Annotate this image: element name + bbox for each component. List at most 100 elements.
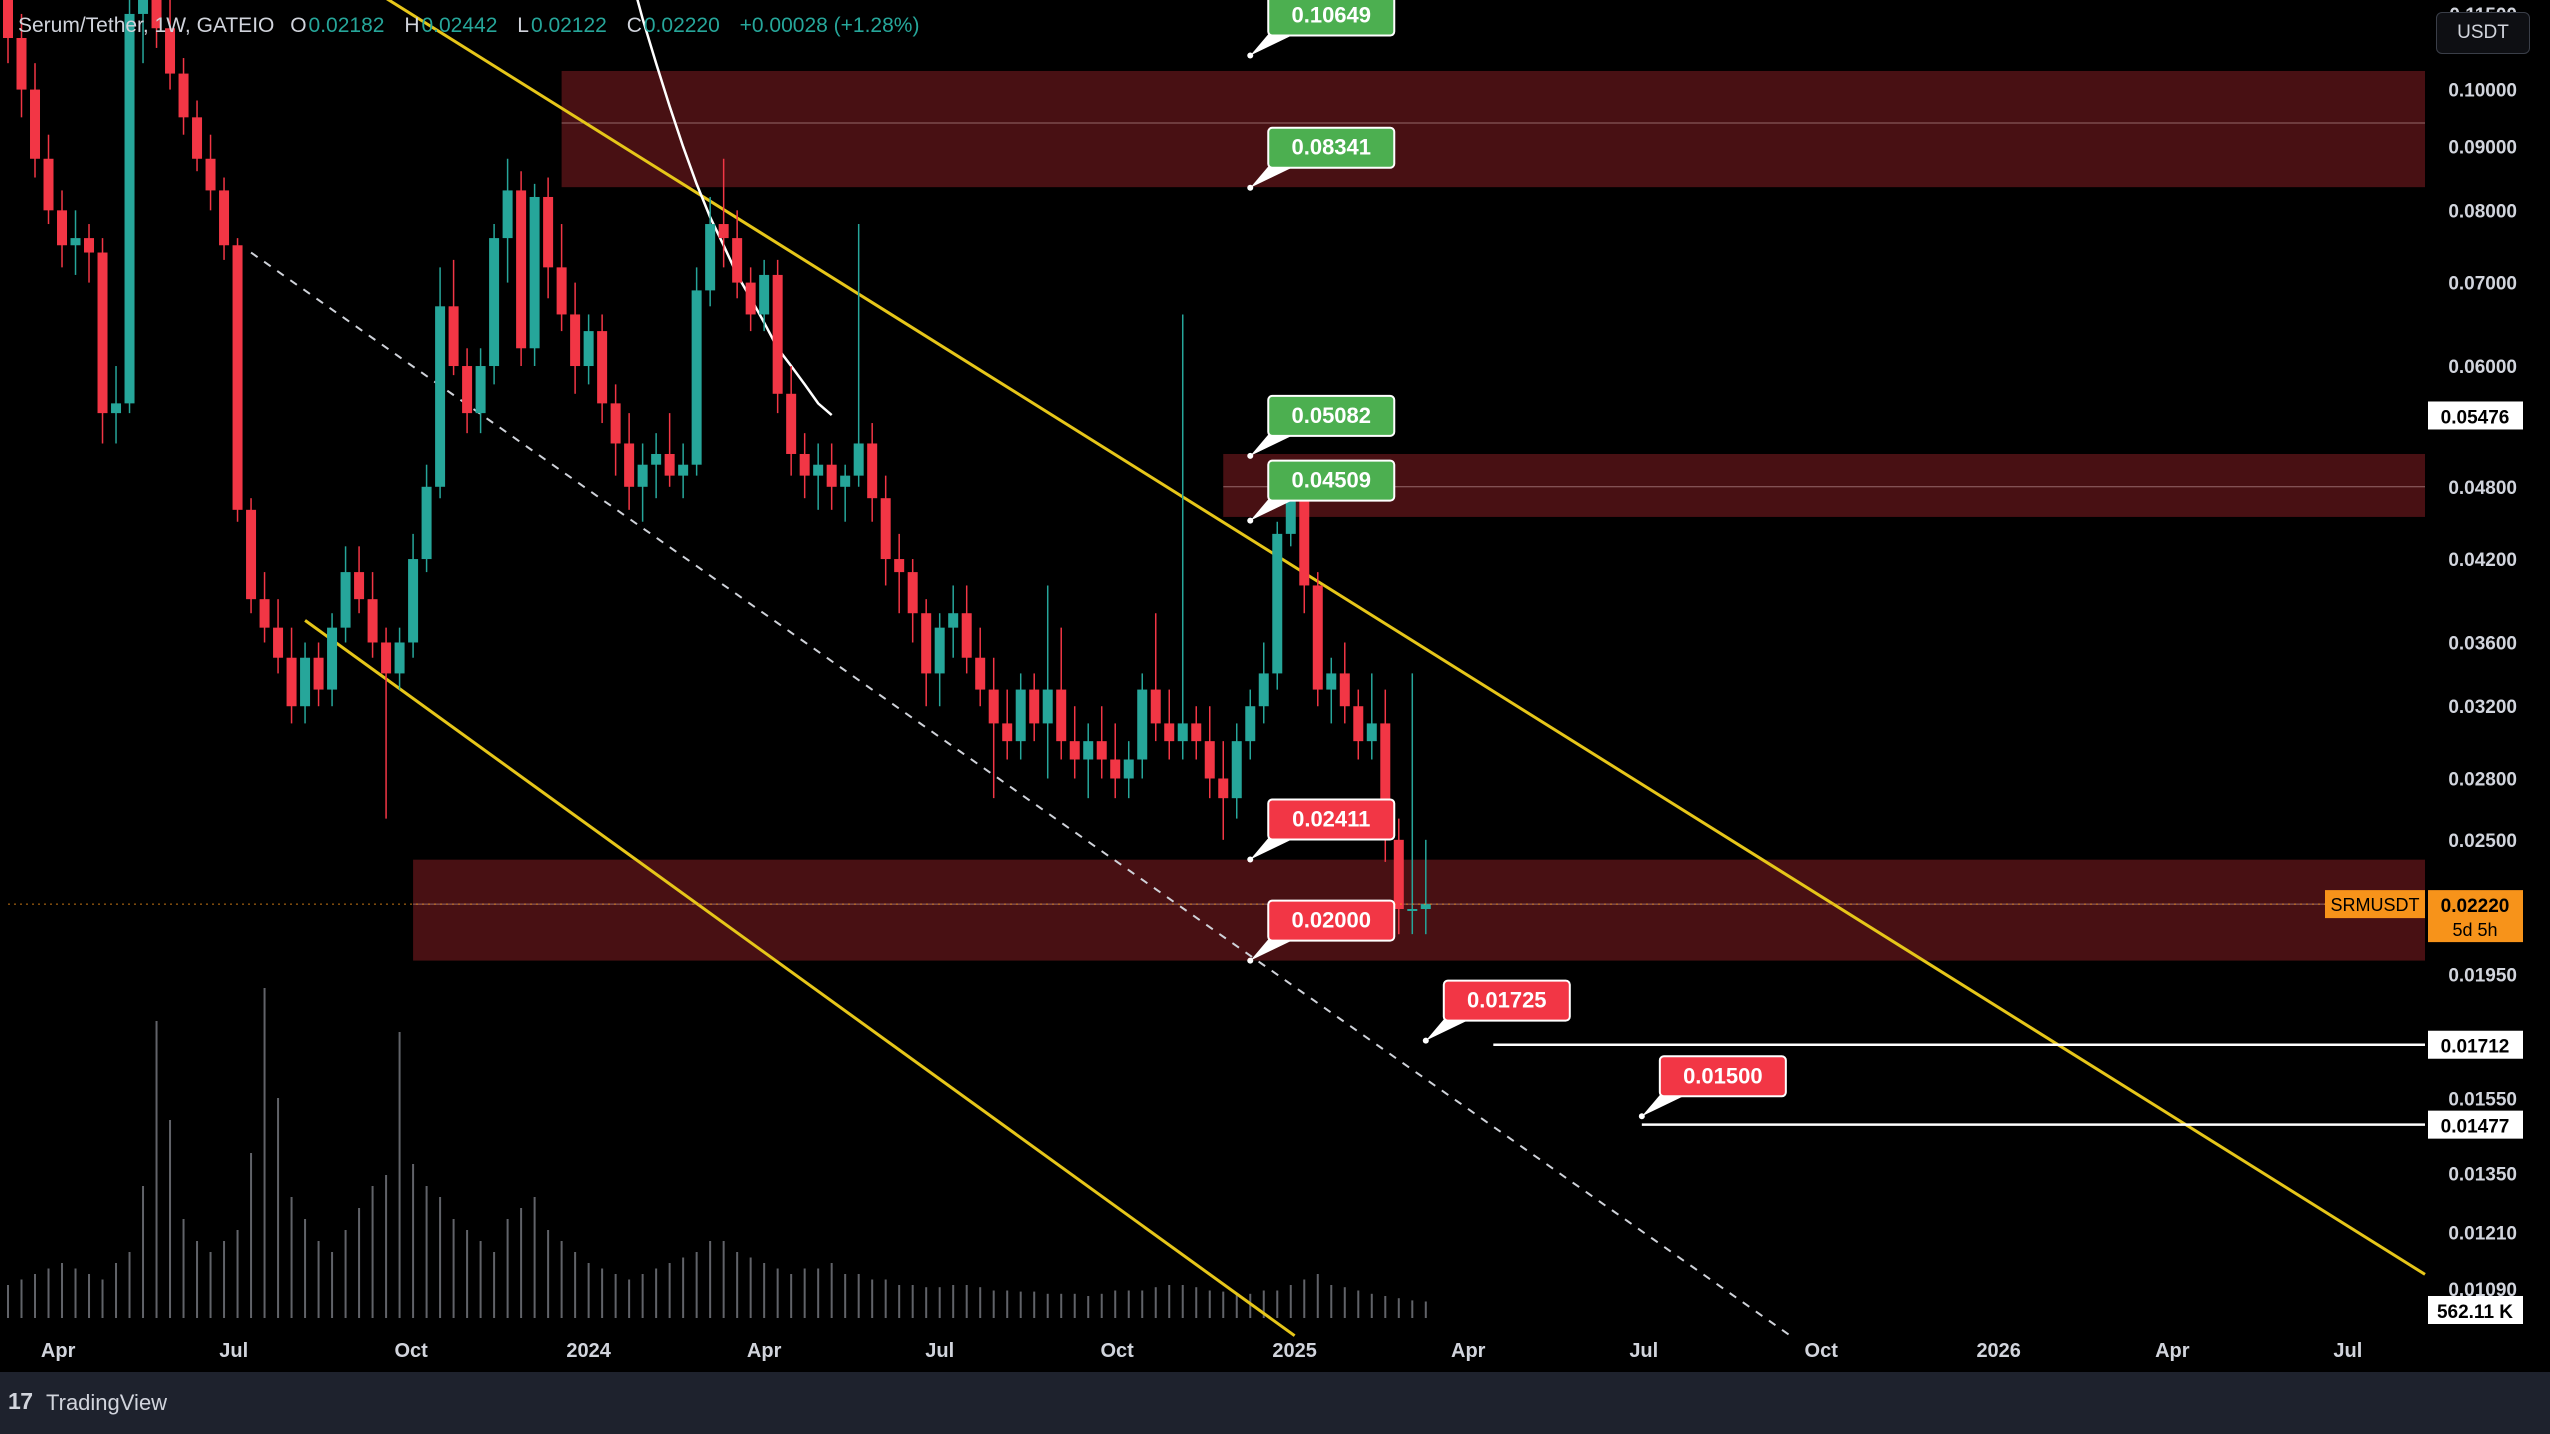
candle[interactable] xyxy=(313,642,324,707)
candle[interactable] xyxy=(1393,818,1404,935)
candle[interactable] xyxy=(745,267,756,332)
candle[interactable] xyxy=(1339,642,1350,724)
candle[interactable] xyxy=(394,627,405,690)
candle[interactable] xyxy=(3,0,13,64)
candle[interactable] xyxy=(651,433,662,499)
candle[interactable] xyxy=(840,464,851,522)
candle[interactable] xyxy=(516,171,527,367)
candle[interactable] xyxy=(1056,627,1067,760)
candle[interactable] xyxy=(543,177,554,299)
candle[interactable] xyxy=(786,366,797,476)
candle[interactable] xyxy=(867,423,878,522)
candle[interactable] xyxy=(1312,572,1323,707)
tradingview-logo-icon[interactable]: 17 xyxy=(8,1388,33,1414)
candle[interactable] xyxy=(718,158,729,268)
level-callout[interactable]: 0.01725 xyxy=(1422,979,1571,1044)
level-callout[interactable]: 0.05082 xyxy=(1247,394,1396,459)
candle[interactable] xyxy=(259,572,270,643)
candle[interactable] xyxy=(165,0,176,90)
candle[interactable] xyxy=(1015,673,1026,760)
candle[interactable] xyxy=(489,224,500,385)
candle[interactable] xyxy=(799,433,810,499)
candle[interactable] xyxy=(327,613,338,707)
candle[interactable] xyxy=(934,613,945,707)
candle[interactable] xyxy=(502,158,513,283)
candle[interactable] xyxy=(1420,839,1431,935)
candle[interactable] xyxy=(354,546,365,614)
candle[interactable] xyxy=(408,533,419,658)
candle[interactable] xyxy=(948,585,959,658)
candle[interactable] xyxy=(1123,741,1134,799)
candle[interactable] xyxy=(462,348,473,434)
price-chart[interactable]: 0.10649 0.08341 0.05082 0.04509 0.02411 0.020… xyxy=(0,0,2550,1372)
candle[interactable] xyxy=(907,559,918,643)
resistance-support-zone[interactable] xyxy=(413,859,2426,961)
level-callout[interactable]: 0.01500 xyxy=(1638,1055,1787,1120)
candle[interactable] xyxy=(57,190,68,268)
candle[interactable] xyxy=(732,210,743,299)
candle[interactable] xyxy=(1069,706,1080,779)
level-callout[interactable]: 0.10649 xyxy=(1247,0,1396,59)
level-callout[interactable]: 0.04509 xyxy=(1247,459,1396,524)
candle[interactable] xyxy=(1407,673,1418,935)
candle[interactable] xyxy=(232,238,243,522)
candle[interactable] xyxy=(1083,723,1094,799)
candle[interactable] xyxy=(813,443,824,510)
candle[interactable] xyxy=(300,642,311,724)
channel-mid-dashed-line[interactable] xyxy=(250,251,1791,1337)
candle[interactable] xyxy=(1002,689,1013,760)
candle[interactable] xyxy=(961,585,972,674)
candle[interactable] xyxy=(151,0,162,48)
candle[interactable] xyxy=(921,599,932,707)
candle[interactable] xyxy=(624,413,635,510)
candle[interactable] xyxy=(1042,585,1053,779)
channel-upper-line[interactable] xyxy=(305,0,2426,1276)
candle[interactable] xyxy=(286,627,297,724)
candle[interactable] xyxy=(367,572,378,658)
candle[interactable] xyxy=(772,259,783,414)
candle[interactable] xyxy=(826,443,837,510)
tradingview-brand-name[interactable]: TradingView xyxy=(46,1390,168,1415)
candle[interactable] xyxy=(1231,723,1242,819)
currency-unit-button[interactable]: USDT xyxy=(2436,12,2530,54)
candle[interactable] xyxy=(597,314,608,424)
candle[interactable] xyxy=(435,267,446,499)
resistance-support-zone[interactable] xyxy=(1223,453,2425,517)
candle[interactable] xyxy=(1029,673,1040,742)
candle[interactable] xyxy=(637,443,648,522)
candle[interactable] xyxy=(1366,673,1377,760)
candle[interactable] xyxy=(1204,706,1215,799)
candle[interactable] xyxy=(178,58,189,135)
candle[interactable] xyxy=(880,475,891,586)
candle[interactable] xyxy=(1245,689,1256,760)
candle[interactable] xyxy=(1191,706,1202,760)
candle[interactable] xyxy=(705,196,716,307)
candle[interactable] xyxy=(111,366,122,444)
candle[interactable] xyxy=(583,314,594,385)
candle[interactable] xyxy=(30,63,41,178)
channel-lower-line[interactable] xyxy=(304,619,1296,1337)
symbol-title[interactable]: Serum/Tether, 1W, GATEIO xyxy=(18,14,275,37)
candle[interactable] xyxy=(138,0,149,64)
resistance-support-zone[interactable] xyxy=(561,70,2425,188)
candle[interactable] xyxy=(988,657,999,799)
candle[interactable] xyxy=(975,627,986,707)
candle[interactable] xyxy=(1164,689,1175,760)
candle[interactable] xyxy=(97,238,108,444)
candle[interactable] xyxy=(381,627,392,819)
candle[interactable] xyxy=(421,464,432,573)
candle[interactable] xyxy=(1218,741,1229,840)
candle[interactable] xyxy=(475,348,486,434)
candle[interactable] xyxy=(1299,498,1310,614)
candle[interactable] xyxy=(1326,657,1337,724)
candle[interactable] xyxy=(448,259,459,376)
level-callout[interactable]: 0.02000 xyxy=(1247,899,1396,964)
candle[interactable] xyxy=(556,224,567,332)
candle[interactable] xyxy=(205,134,216,211)
candle[interactable] xyxy=(340,546,351,643)
level-callout[interactable]: 0.08341 xyxy=(1247,126,1396,191)
candle[interactable] xyxy=(1137,673,1148,779)
candle[interactable] xyxy=(853,224,864,487)
candle[interactable] xyxy=(678,443,689,499)
candle[interactable] xyxy=(84,224,95,283)
